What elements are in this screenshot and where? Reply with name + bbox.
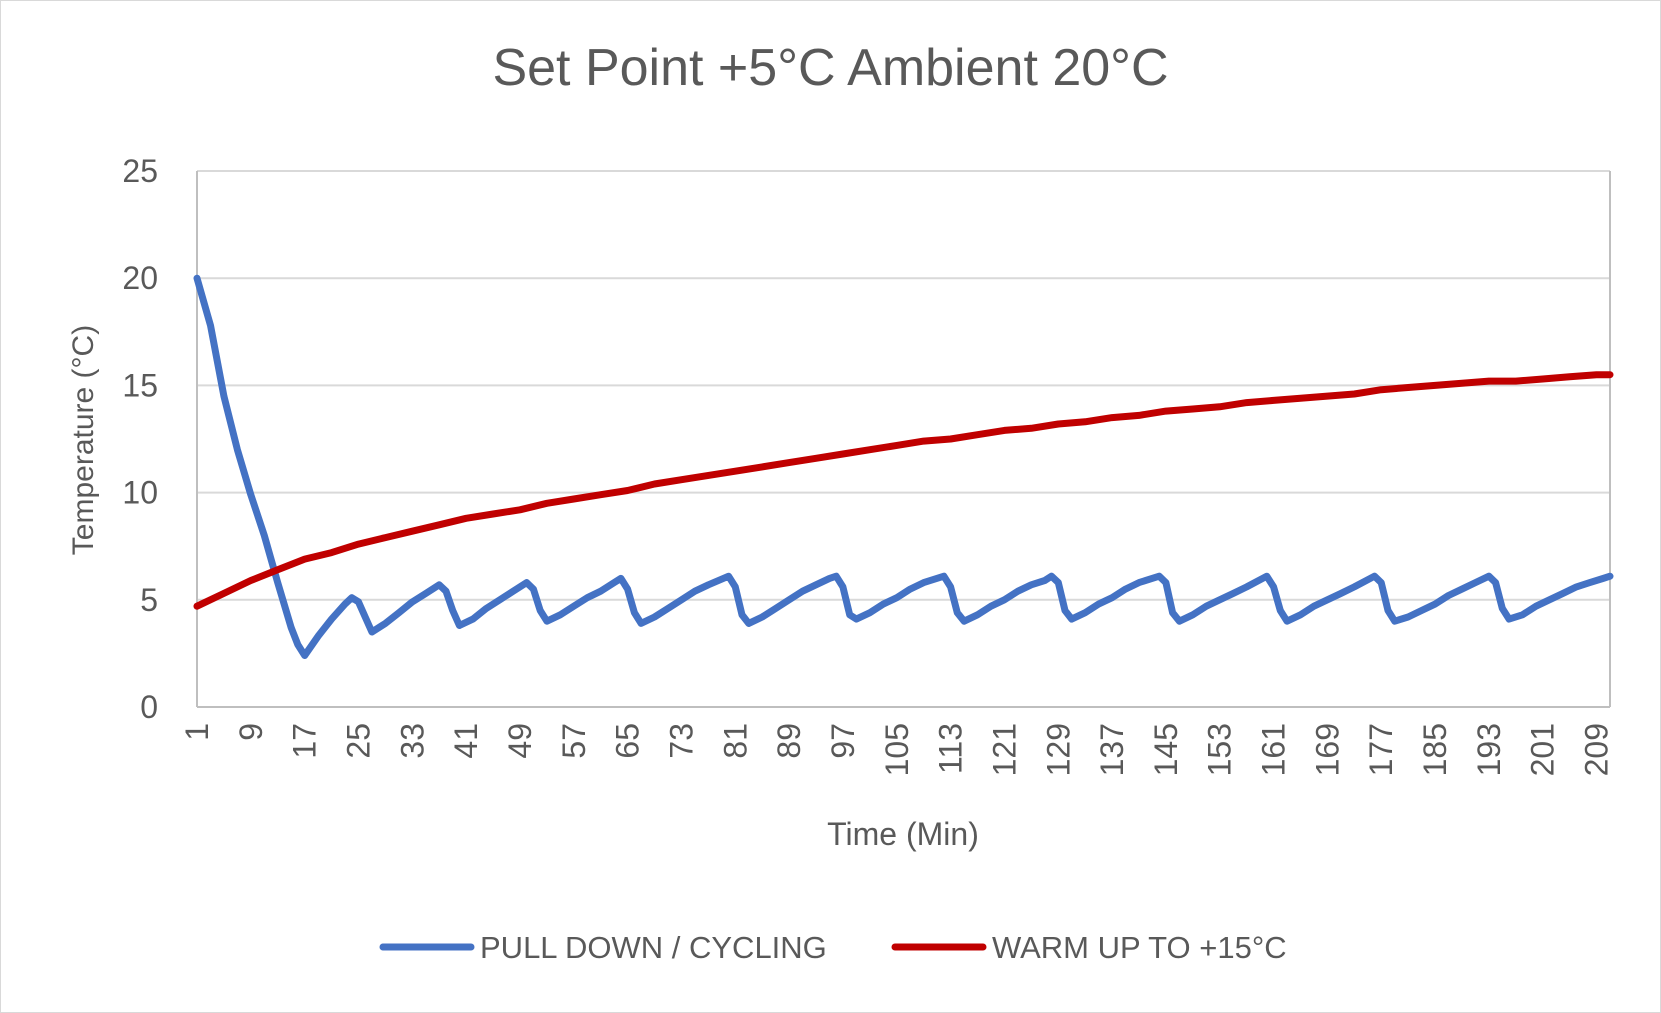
x-tick-label: 97 [825,723,861,759]
x-tick-label: 113 [933,723,969,774]
y-tick-label: 10 [122,475,158,511]
x-tick-label: 33 [394,723,430,759]
x-tick-label: 41 [448,723,484,759]
legend-label-2: WARM UP TO +15°C [992,930,1287,965]
x-tick-label: 177 [1363,723,1399,776]
x-tick-label: 1 [179,723,215,741]
y-tick-label: 0 [140,689,158,725]
series-line-2 [193,371,1614,610]
x-tick-label: 201 [1525,723,1561,776]
y-axis-label: Temperature (°C) [67,325,100,555]
series-lines [193,274,1614,659]
y-tick-label: 15 [122,367,158,403]
x-tick-label: 89 [771,723,807,759]
x-tick-label: 105 [879,723,915,776]
gridlines [197,170,1610,601]
x-tick-label: 17 [287,723,323,759]
x-tick-label: 153 [1202,723,1238,776]
x-tick-label: 169 [1309,723,1345,776]
x-tick-label: 161 [1256,723,1292,776]
series-line-1 [193,274,1614,659]
x-tick-label: 129 [1040,723,1076,776]
x-tick-label: 57 [556,723,592,759]
x-tick-labels: 1 9 17 25 33 41 49 57 65 73 81 89 97 105 113 121 129 137 1… [179,723,1615,776]
axes [196,171,1611,708]
x-tick-label: 9 [233,723,269,741]
x-tick-label: 121 [986,723,1022,776]
x-tick-label: 81 [717,723,753,759]
x-tick-label: 193 [1471,723,1507,776]
y-tick-label: 20 [122,260,158,296]
y-tick-labels: 0 5 10 15 20 25 [122,153,158,725]
x-tick-label: 145 [1148,723,1184,776]
y-tick-label: 5 [140,582,158,618]
x-tick-label: 185 [1417,723,1453,776]
x-tick-label: 25 [340,723,376,759]
y-tick-label: 25 [122,153,158,189]
x-tick-label: 73 [663,723,699,759]
legend: PULL DOWN / CYCLING WARM UP TO +15°C [379,930,1287,965]
chart-title: Set Point +5°C Ambient 20°C [492,39,1169,97]
x-axis-label: Time (Min) [827,816,979,852]
legend-label-1: PULL DOWN / CYCLING [480,930,827,965]
x-tick-label: 65 [610,723,646,759]
x-tick-label: 49 [502,723,538,759]
x-tick-label: 209 [1579,723,1615,776]
x-tick-label: 137 [1094,723,1130,776]
